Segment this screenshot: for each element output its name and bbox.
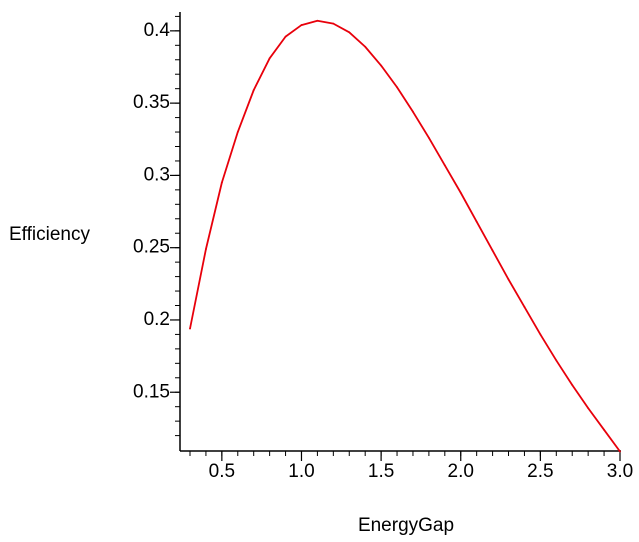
data-point — [571, 384, 574, 386]
data-point — [268, 57, 271, 60]
data-point — [603, 428, 605, 431]
y-tick-label: 0.2 — [144, 309, 170, 330]
data-point — [619, 450, 621, 453]
y-axis-ticks: 0.15 0.2 0.25 0.3 0.35 0.4 — [133, 15, 180, 437]
x-tick-label: 2.0 — [448, 461, 474, 482]
x-axis-ticks: 0.5 1.0 1.5 2.0 2.5 3.0 — [189, 451, 633, 482]
data-point — [427, 136, 430, 139]
data-point — [539, 333, 542, 336]
data-point — [300, 24, 303, 26]
data-point — [412, 110, 414, 113]
data-point — [396, 86, 398, 89]
y-tick-label: 0.15 — [133, 381, 170, 402]
data-point — [475, 220, 478, 223]
data-point — [459, 191, 462, 194]
data-point — [443, 164, 446, 167]
y-tick-label: 0.35 — [133, 92, 170, 113]
data-point — [587, 407, 590, 410]
y-tick-label: 0.4 — [144, 20, 171, 41]
data-point — [205, 248, 207, 251]
data-point — [523, 306, 526, 308]
data-point — [189, 327, 191, 330]
data-point — [364, 45, 367, 48]
x-tick-label: 2.5 — [527, 461, 553, 482]
axes — [179, 12, 621, 452]
series — [189, 19, 621, 453]
x-axis-title: EnergyGap — [358, 515, 454, 536]
data-point — [284, 35, 287, 38]
x-tick-label: 1.0 — [288, 461, 314, 482]
y-tick-label: 0.25 — [133, 237, 170, 258]
data-point — [507, 278, 510, 281]
data-point — [380, 64, 383, 67]
x-tick-label: 1.5 — [368, 461, 394, 482]
data-point — [555, 359, 558, 362]
x-tick-label: 3.0 — [607, 461, 633, 482]
data-point — [348, 31, 351, 34]
data-point — [316, 19, 319, 22]
y-axis-title: Efficiency — [9, 224, 90, 245]
x-tick-label: 0.5 — [209, 461, 235, 482]
data-point — [491, 249, 494, 252]
y-tick-label: 0.3 — [144, 164, 170, 185]
data-point — [220, 181, 223, 184]
series-line — [189, 19, 621, 453]
data-point — [236, 131, 239, 133]
data-point — [252, 89, 255, 92]
data-point — [332, 22, 335, 25]
